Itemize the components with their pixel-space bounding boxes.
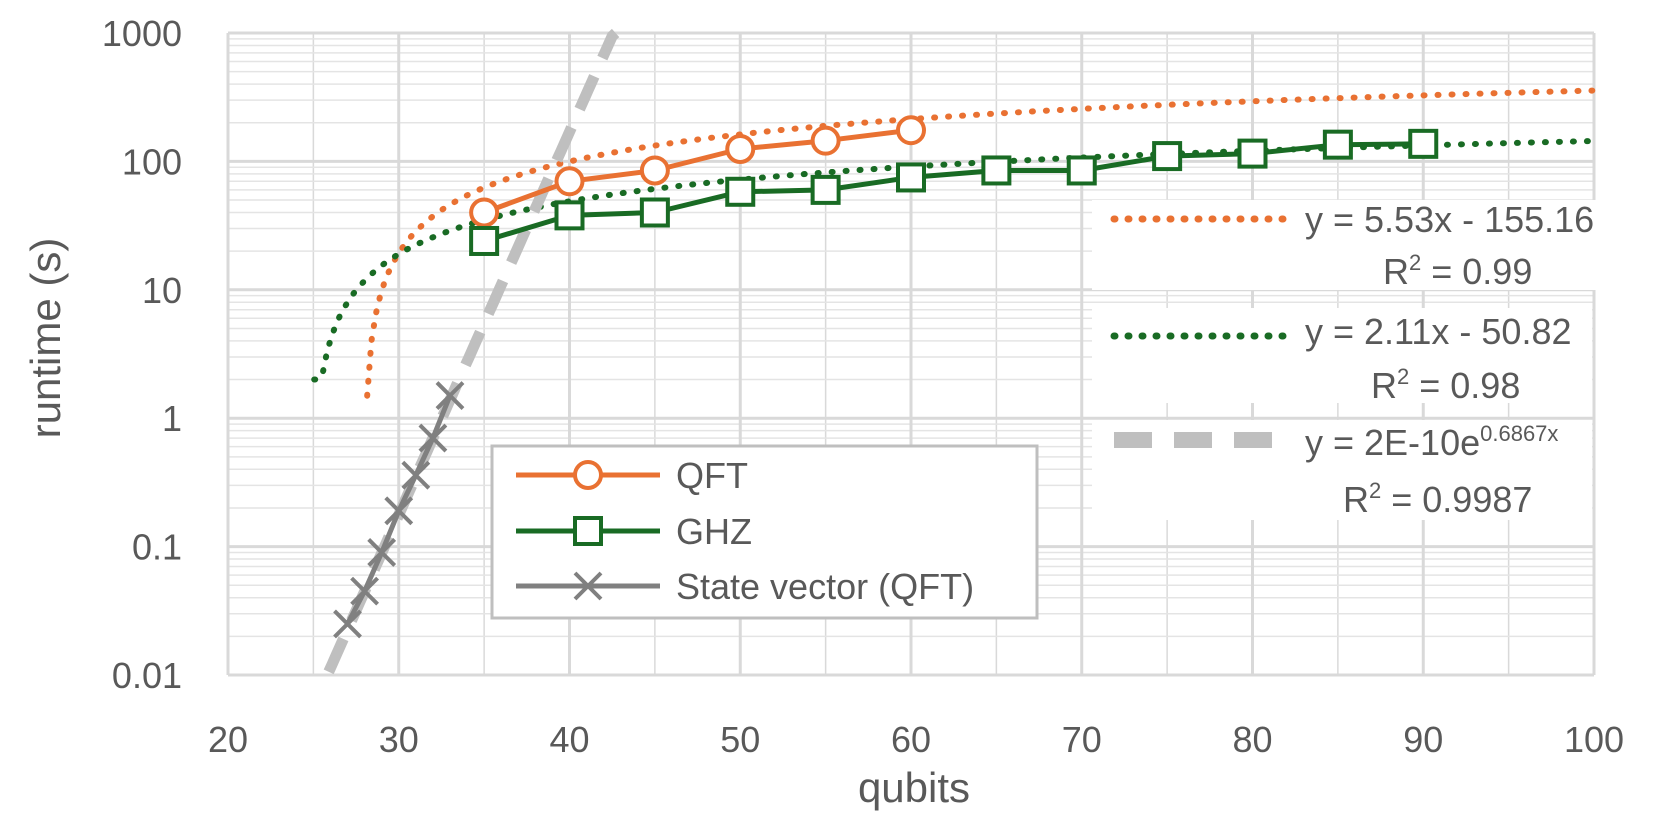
x-tick-label: 70 bbox=[1062, 719, 1102, 760]
y-axis-title: runtime (s) bbox=[22, 238, 69, 439]
legend-item-qft: QFT bbox=[516, 455, 748, 496]
x-axis-title: qubits bbox=[858, 764, 970, 811]
ghz-point bbox=[1066, 155, 1097, 186]
x-tick-label: 90 bbox=[1403, 719, 1443, 760]
legend-item-sv: State vector (QFT) bbox=[516, 566, 974, 607]
qft-equation-background bbox=[1092, 200, 1617, 290]
sv-point bbox=[435, 381, 465, 411]
sv-equation-box: y = 2E-10e0.6867x R2 = 0.9987 bbox=[1092, 420, 1592, 520]
sv-point bbox=[350, 576, 380, 606]
major-gridlines bbox=[226, 31, 1596, 677]
y-tick-label: 100 bbox=[122, 141, 182, 182]
qft-point bbox=[896, 115, 926, 146]
x-tick-label: 100 bbox=[1564, 719, 1624, 760]
qft-point bbox=[639, 155, 670, 186]
legend-ghz-marker bbox=[573, 516, 603, 546]
ghz-point bbox=[469, 225, 500, 256]
y-tick-label: 0.01 bbox=[112, 655, 182, 696]
x-tick-label: 20 bbox=[208, 719, 248, 760]
legend-qft-label: QFT bbox=[676, 455, 748, 496]
sv-point bbox=[367, 538, 397, 567]
qft-point bbox=[810, 125, 841, 156]
ghz-equation-box: y = 2.11x - 50.82 R2 = 0.98 bbox=[1092, 308, 1592, 406]
x-tick-label: 30 bbox=[379, 719, 419, 760]
sv-point bbox=[384, 496, 414, 526]
ghz-point bbox=[810, 174, 841, 205]
ghz-point bbox=[639, 197, 670, 228]
ghz-equation-background bbox=[1092, 308, 1592, 403]
qft-trend-equation: y = 5.53x - 155.16 bbox=[1305, 199, 1594, 240]
sv-point bbox=[401, 460, 431, 490]
x-tick-label: 80 bbox=[1232, 719, 1272, 760]
x-tick-label: 40 bbox=[549, 719, 589, 760]
sv-trend-equation: y = 2E-10e0.6867x bbox=[1305, 421, 1558, 463]
ghz-trend-equation: y = 2.11x - 50.82 bbox=[1305, 311, 1572, 352]
qft-point bbox=[469, 197, 500, 228]
x-tick-label: 60 bbox=[891, 719, 931, 760]
x-tick-labels: 20 30 40 50 60 70 80 90 100 bbox=[208, 719, 1624, 760]
legend-item-ghz: GHZ bbox=[516, 511, 752, 552]
y-tick-label: 1 bbox=[162, 398, 182, 439]
legend-qft-marker bbox=[573, 460, 603, 490]
x-tick-label: 50 bbox=[720, 719, 760, 760]
sv-trend-r2: R2 = 0.9987 bbox=[1343, 478, 1532, 520]
y-tick-labels: 0.01 0.1 1 10 100 1000 bbox=[102, 13, 182, 696]
legend-sv-label: State vector (QFT) bbox=[676, 566, 974, 607]
legend: QFT GHZ State vector (QFT) bbox=[490, 444, 1039, 620]
ghz-point bbox=[1408, 128, 1439, 159]
ghz-point bbox=[1152, 141, 1183, 172]
y-tick-label: 10 bbox=[142, 270, 182, 311]
ghz-trend-r2: R2 = 0.98 bbox=[1371, 364, 1520, 406]
qft-equation-box: y = 5.53x - 155.16 R2 = 0.99 bbox=[1092, 199, 1617, 292]
legend-ghz-label: GHZ bbox=[676, 511, 752, 552]
sv-point bbox=[418, 423, 448, 453]
qft-point bbox=[554, 166, 585, 197]
ghz-point bbox=[981, 155, 1012, 186]
y-tick-label: 0.1 bbox=[132, 527, 182, 568]
ghz-point bbox=[1322, 129, 1353, 160]
qft-point bbox=[725, 133, 756, 164]
qft-trendline bbox=[364, 87, 1596, 399]
ghz-point bbox=[1237, 138, 1268, 169]
ghz-point bbox=[896, 162, 926, 193]
qft-trend-r2: R2 = 0.99 bbox=[1383, 250, 1532, 292]
sv-point bbox=[333, 609, 362, 639]
y-tick-label: 1000 bbox=[102, 13, 182, 54]
ghz-point bbox=[554, 200, 585, 231]
series-markers bbox=[333, 115, 1439, 639]
legend-sv-marker bbox=[573, 571, 603, 601]
ghz-point bbox=[725, 176, 756, 207]
